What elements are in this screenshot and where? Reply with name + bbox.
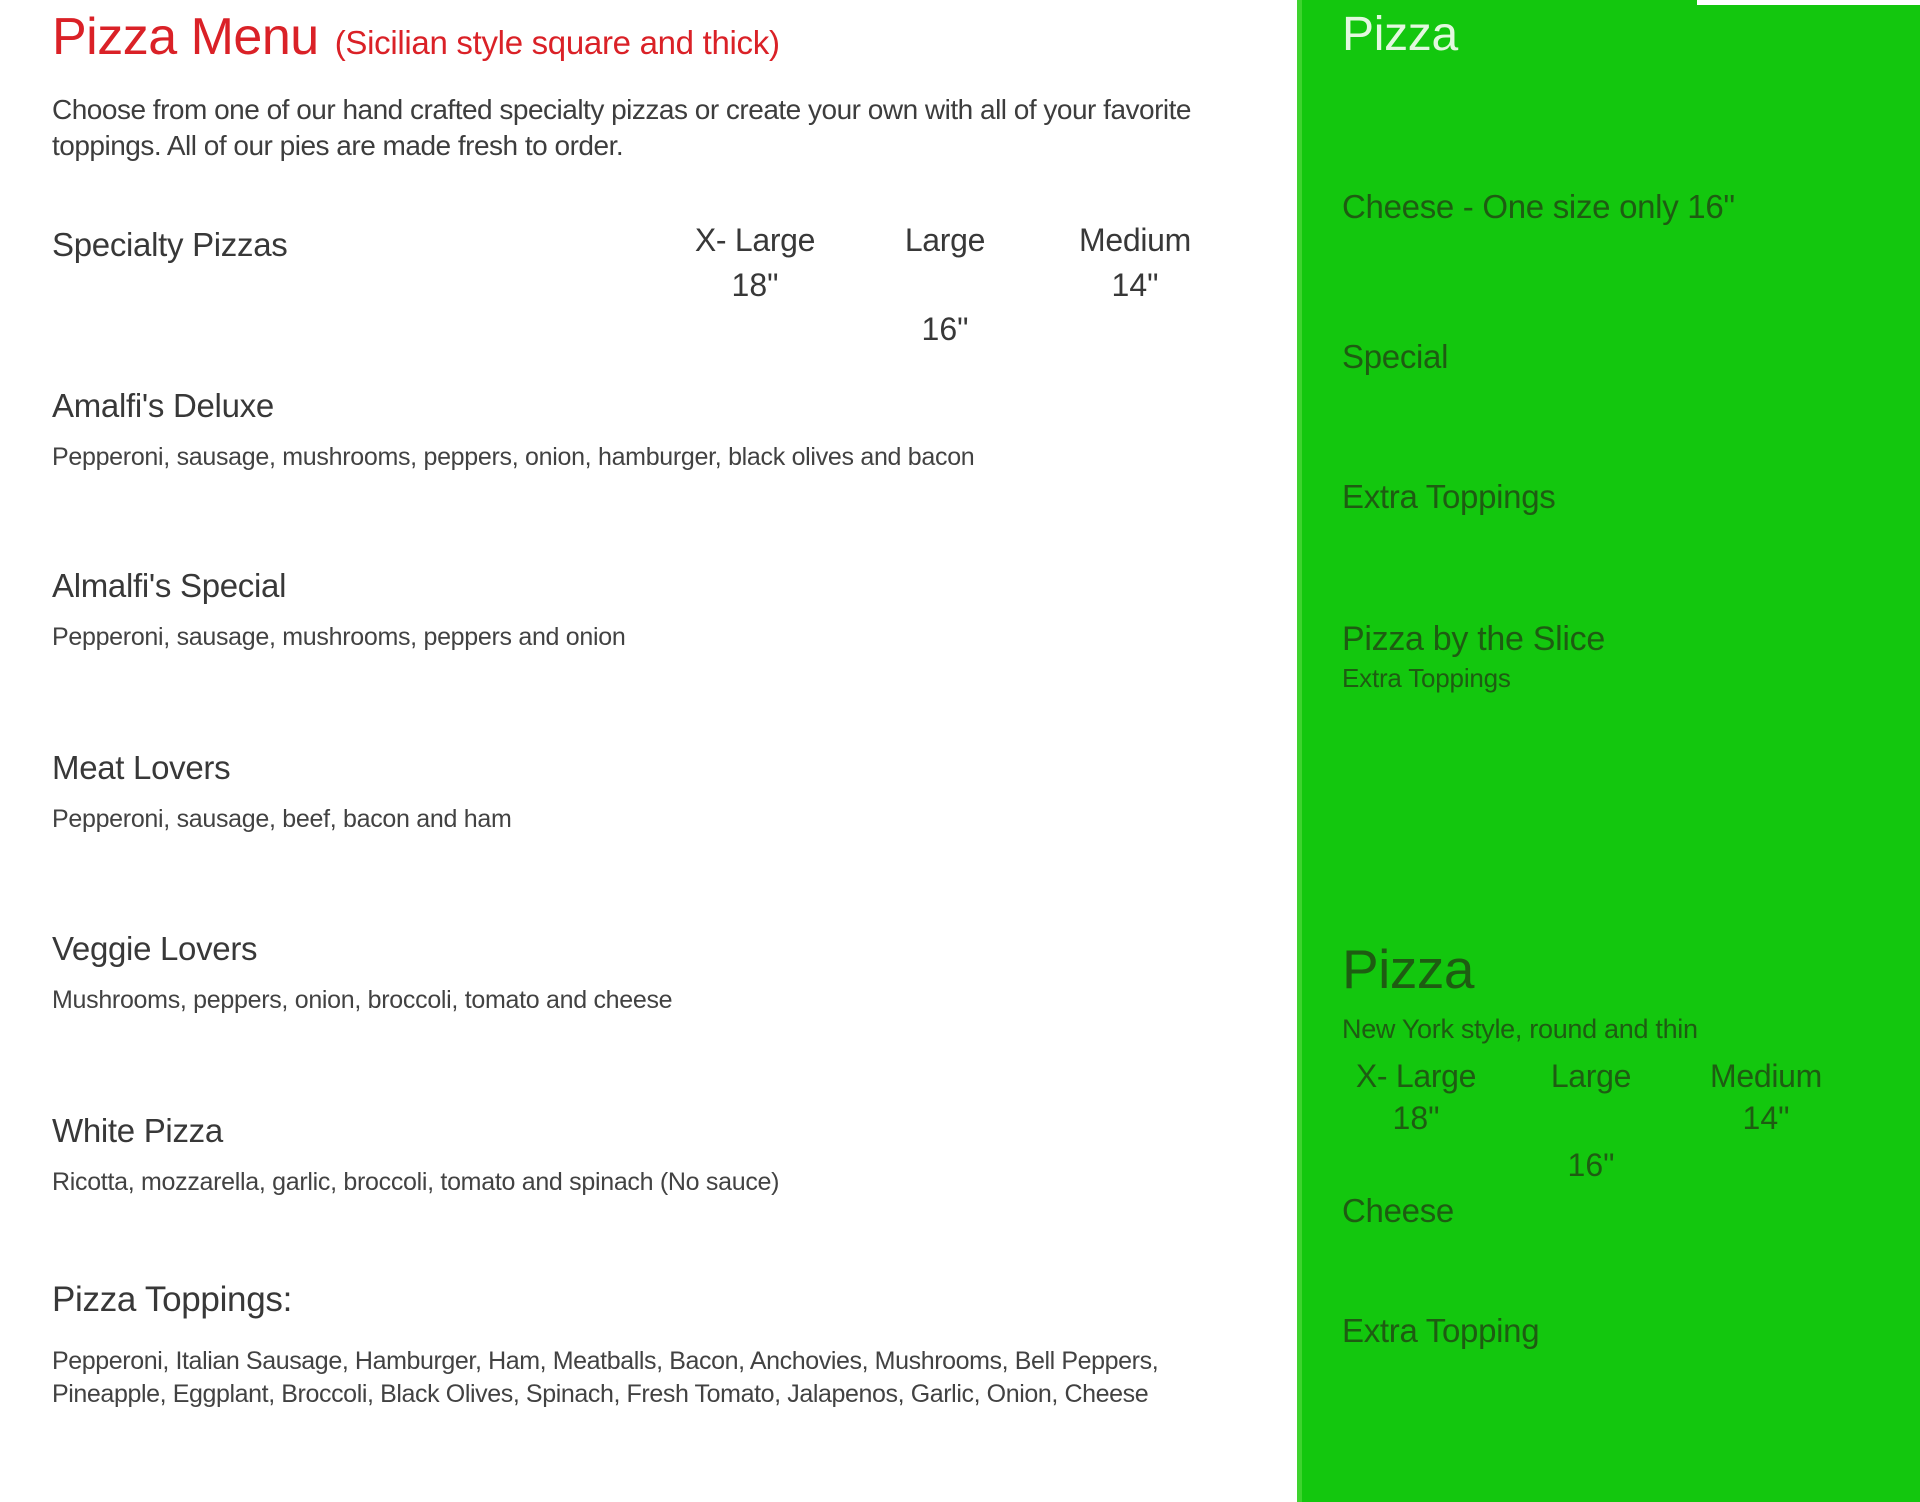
pizza-toppings-list: Pepperoni, Italian Sausage, Hamburger, H… — [52, 1347, 1159, 1408]
green-price-panel: Pizza Cheese - One size only 16" Special… — [1297, 0, 1920, 1502]
intro-paragraph: Choose from one of our hand crafted spec… — [52, 94, 1191, 162]
size-label: X- Large — [1355, 1058, 1477, 1094]
menu-item-description: Pepperoni, sausage, mushrooms, peppers, … — [52, 443, 975, 471]
menu-item-description: Pepperoni, sausage, mushrooms, peppers a… — [52, 623, 626, 651]
pizza-by-the-slice-sub: Extra Toppings — [1342, 663, 1511, 693]
panel-size-header-row: X- Large 18" Large 16" Medium 14" — [1341, 1056, 1841, 1185]
size-column-large: Large 16" — [870, 220, 1020, 349]
menu-item-description: Ricotta, mozzarella, garlic, broccoli, t… — [52, 1168, 780, 1196]
menu-item-name: White Pizza — [52, 1112, 223, 1149]
panel-item-special: Special — [1342, 338, 1449, 375]
size-label: Medium — [1078, 222, 1191, 258]
menu-item-almalfis-special: Almalfi's Special Pepperoni, sausage, mu… — [52, 565, 1262, 653]
menu-item-description: Pepperoni, sausage, beef, bacon and ham — [52, 805, 512, 833]
size-header-row: X- Large 18" Large 16" Medium 14" — [660, 220, 1230, 349]
size-label: Large — [1550, 1058, 1632, 1094]
menu-item-meat-lovers: Meat Lovers Pepperoni, sausage, beef, ba… — [52, 747, 1262, 835]
size-column-xlarge: X- Large 18" — [1341, 1056, 1491, 1185]
size-column-xlarge: X- Large 18" — [660, 220, 850, 349]
specialty-pizzas-heading: Specialty Pizzas — [52, 226, 288, 263]
size-label: Medium — [1709, 1058, 1822, 1094]
size-column-medium: Medium 14" — [1691, 1056, 1841, 1185]
size-label: X- Large — [694, 222, 816, 258]
ny-pizza-title: Pizza — [1342, 938, 1475, 1000]
menu-item-veggie-lovers: Veggie Lovers Mushrooms, peppers, onion,… — [52, 928, 1262, 1016]
size-value: 14" — [1742, 1100, 1790, 1136]
panel-item-extra-toppings: Extra Toppings — [1342, 478, 1556, 515]
panel-title: Pizza — [1342, 8, 1458, 61]
panel-item-extra-topping: Extra Topping — [1342, 1312, 1540, 1349]
top-right-white-strip — [1697, 0, 1920, 5]
size-value: 18" — [731, 267, 779, 303]
menu-item-white-pizza: White Pizza Ricotta, mozzarella, garlic,… — [52, 1110, 1262, 1198]
size-value: 14" — [1111, 267, 1159, 303]
pizza-toppings-heading: Pizza Toppings: — [52, 1280, 293, 1319]
ny-pizza-subtitle: New York style, round and thin — [1342, 1014, 1698, 1044]
menu-item-amalfis-deluxe: Amalfi's Deluxe Pepperoni, sausage, mush… — [52, 385, 1262, 473]
page-title-note: (Sicilian style square and thick) — [334, 24, 780, 61]
size-value: 16" — [921, 311, 969, 347]
size-value: 16" — [1567, 1147, 1615, 1183]
menu-item-name: Almalfi's Special — [52, 567, 287, 604]
size-value: 18" — [1392, 1100, 1440, 1136]
menu-item-name: Veggie Lovers — [52, 930, 258, 967]
size-label: Large — [904, 222, 986, 258]
pizza-by-the-slice-heading: Pizza by the Slice — [1342, 620, 1605, 658]
menu-item-name: Amalfi's Deluxe — [52, 387, 274, 424]
size-column-large: Large 16" — [1536, 1056, 1646, 1185]
page-title: Pizza Menu — [52, 8, 319, 66]
menu-item-description: Mushrooms, peppers, onion, broccoli, tom… — [52, 986, 673, 1014]
panel-item-cheese-one-size: Cheese - One size only 16" — [1342, 188, 1735, 225]
size-column-medium: Medium 14" — [1040, 220, 1230, 349]
page-title-row: Pizza Menu (Sicilian style square and thi… — [52, 8, 780, 68]
panel-item-cheese: Cheese — [1342, 1192, 1454, 1229]
menu-item-name: Meat Lovers — [52, 749, 231, 786]
